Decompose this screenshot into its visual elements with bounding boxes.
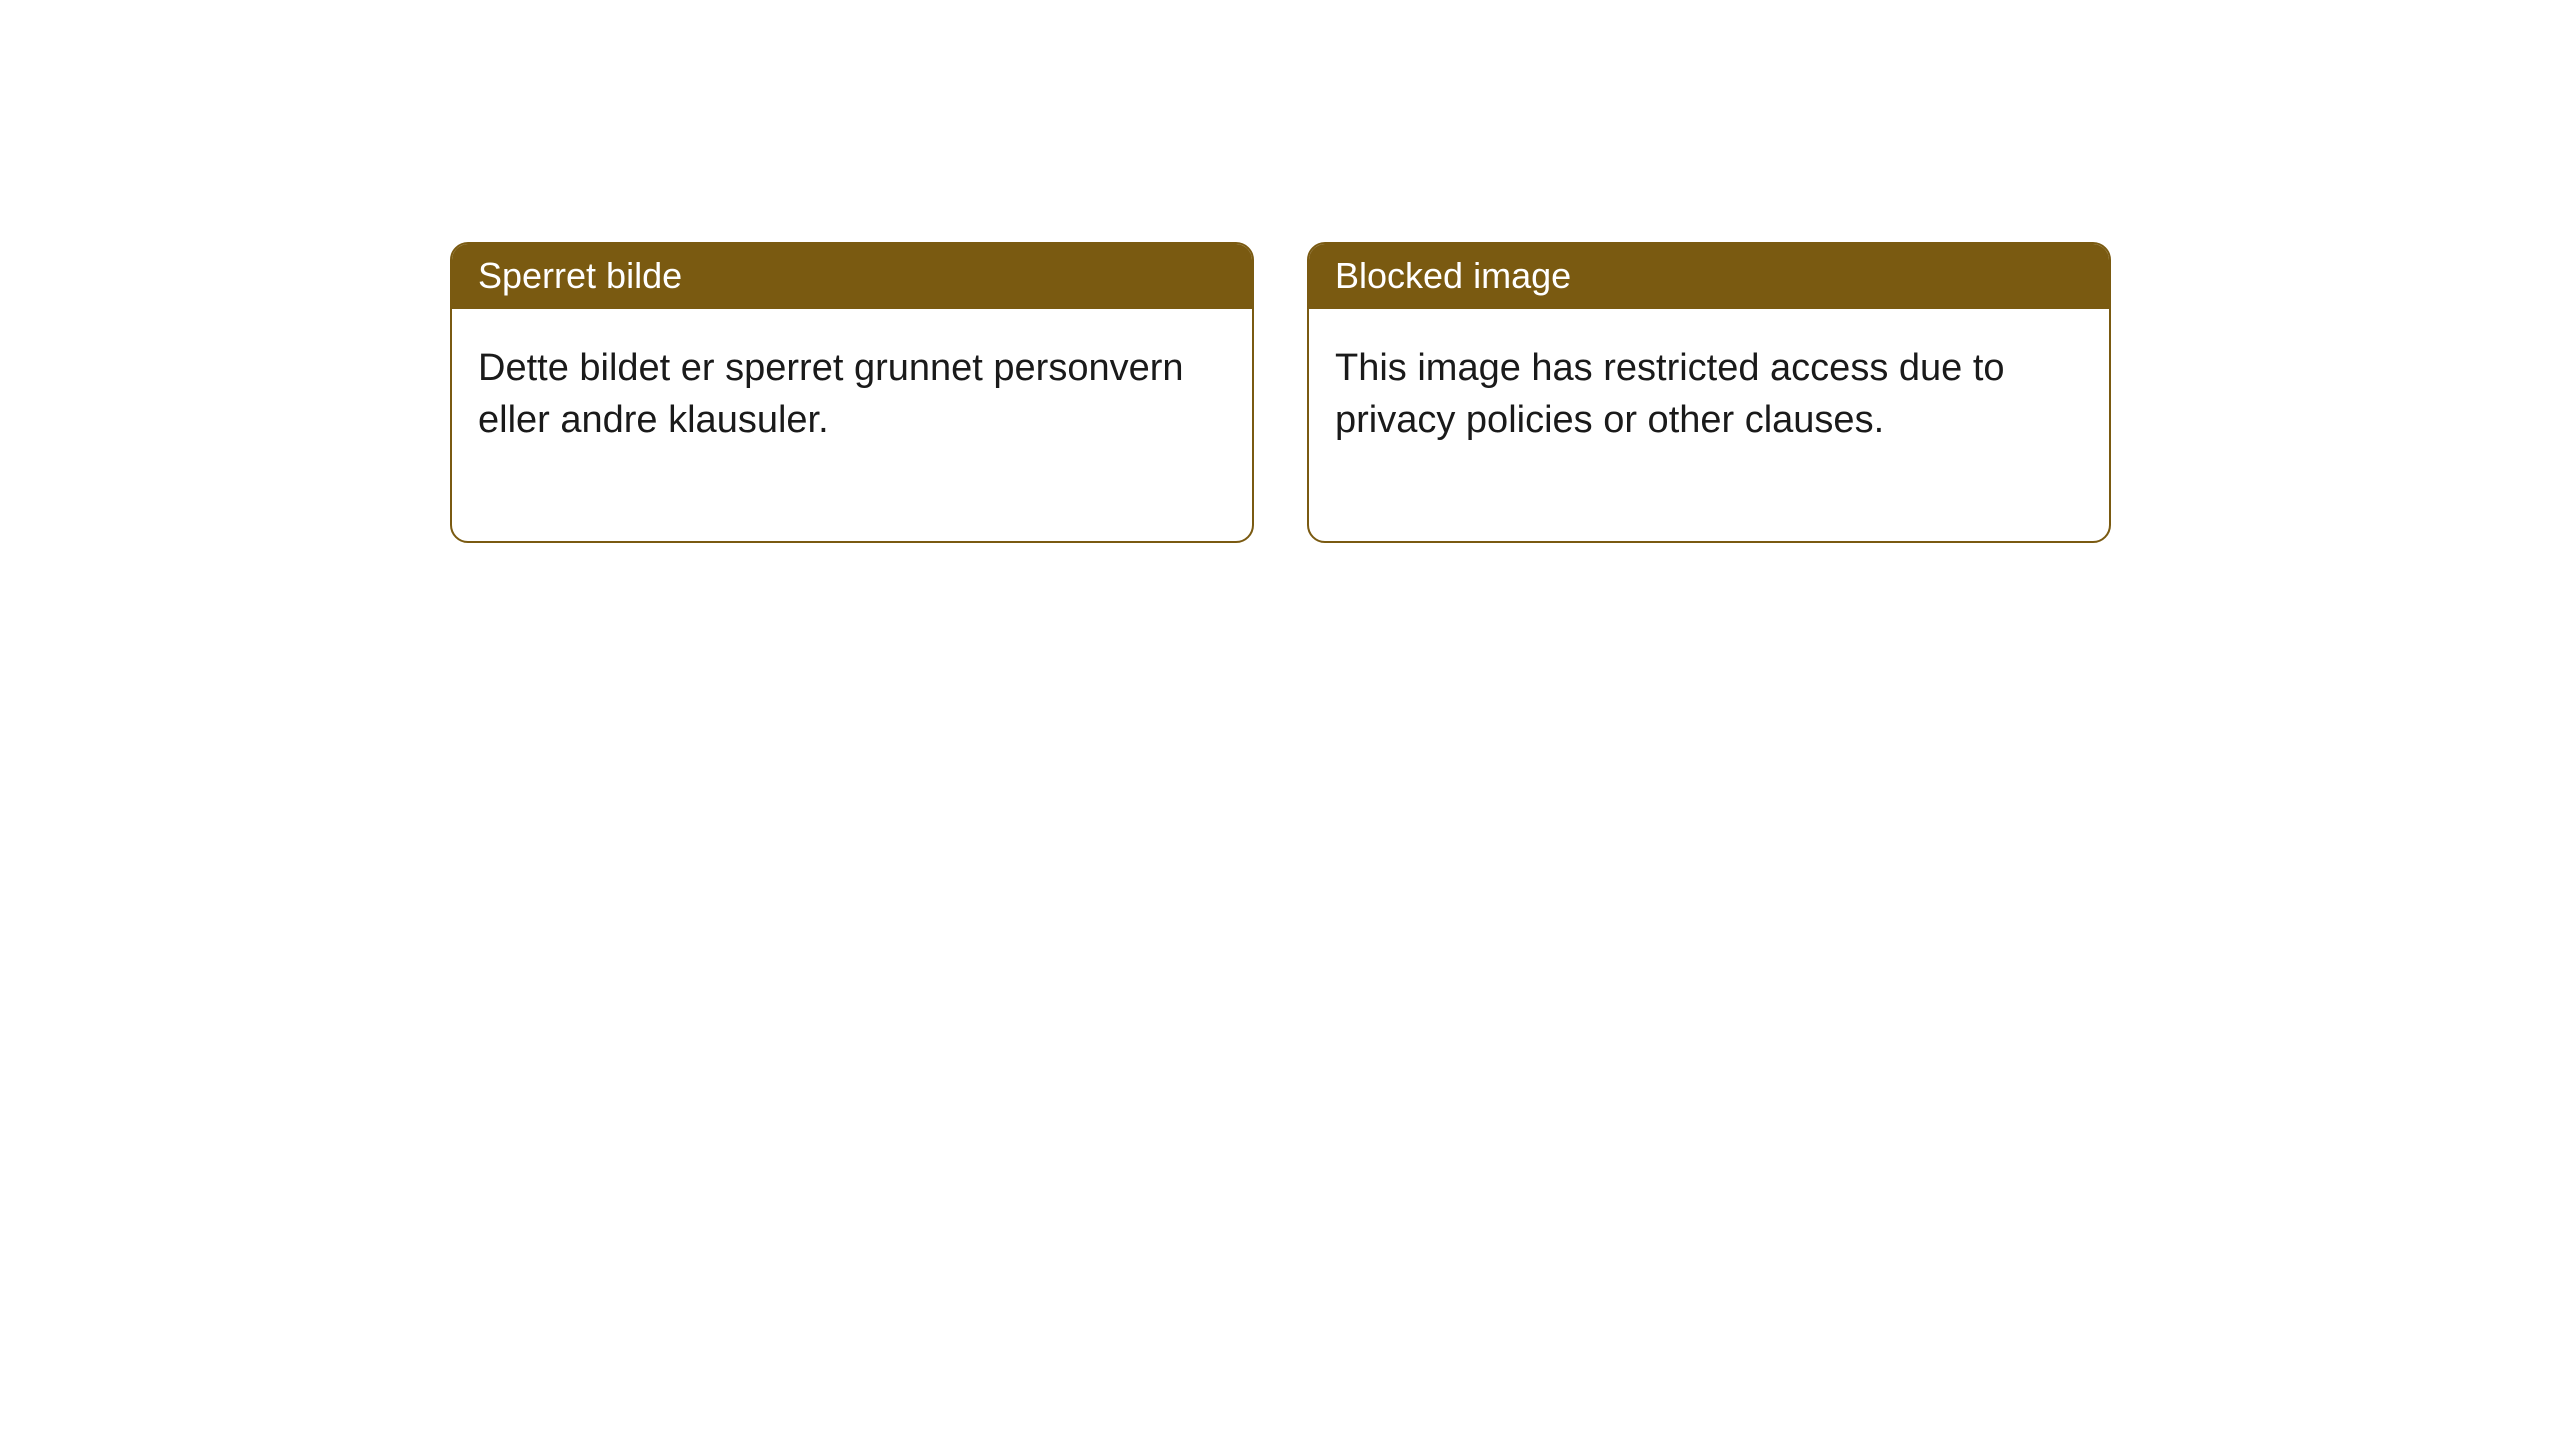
card-body: This image has restricted access due to … <box>1309 309 2109 541</box>
card-header: Sperret bilde <box>452 244 1252 309</box>
notice-card-en: Blocked image This image has restricted … <box>1307 242 2111 543</box>
card-header: Blocked image <box>1309 244 2109 309</box>
card-title: Blocked image <box>1335 255 1571 296</box>
notice-cards-container: Sperret bilde Dette bildet er sperret gr… <box>450 242 2111 543</box>
card-title: Sperret bilde <box>478 255 682 296</box>
card-message: This image has restricted access due to … <box>1335 347 2005 441</box>
card-message: Dette bildet er sperret grunnet personve… <box>478 347 1184 441</box>
notice-card-no: Sperret bilde Dette bildet er sperret gr… <box>450 242 1254 543</box>
card-body: Dette bildet er sperret grunnet personve… <box>452 309 1252 541</box>
